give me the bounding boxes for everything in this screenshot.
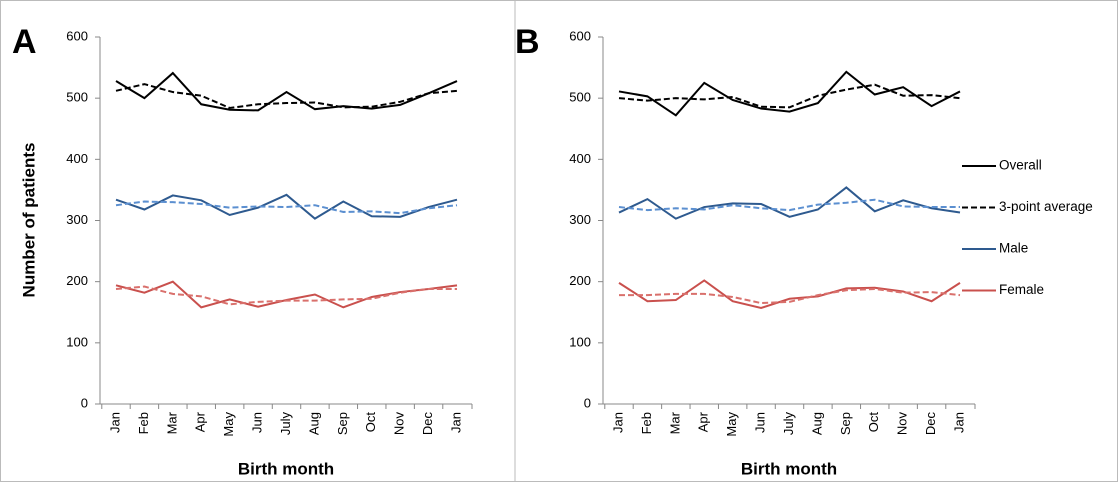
y-tick-label: 100 <box>569 334 591 349</box>
panel-label: A <box>12 23 37 61</box>
series-line <box>115 83 458 109</box>
x-tick-label: July <box>781 412 796 436</box>
x-tick-label: Mar <box>667 411 682 434</box>
x-axis-title: Birth month <box>741 459 837 478</box>
legend-label: Female <box>999 282 1044 297</box>
x-tick-label: Apr <box>193 411 208 432</box>
legend-label: Male <box>999 241 1028 256</box>
x-axis-title: Birth month <box>238 459 334 478</box>
y-tick-label: 200 <box>66 273 88 288</box>
y-tick-label: 100 <box>66 334 88 349</box>
y-axis-title: Number of patients <box>19 143 38 298</box>
x-tick-label: Jan <box>448 412 463 433</box>
series-line <box>618 198 960 212</box>
x-tick-label: Jun <box>753 412 768 433</box>
series-line <box>115 285 457 306</box>
y-tick-label: 400 <box>569 151 591 166</box>
x-tick-label: July <box>278 412 293 436</box>
y-tick-label: 200 <box>569 273 591 288</box>
x-tick-label: Aug <box>306 412 321 435</box>
x-tick-label: May <box>221 412 236 437</box>
x-tick-label: Dec <box>923 412 938 436</box>
x-tick-label: Sep <box>838 412 853 435</box>
series-line <box>618 70 961 117</box>
x-tick-label: Mar <box>164 411 179 434</box>
y-tick-label: 400 <box>66 151 88 166</box>
x-tick-label: Oct <box>866 412 881 433</box>
y-tick-label: 600 <box>66 28 88 43</box>
y-tick-label: 300 <box>66 212 88 227</box>
series-line <box>618 83 961 109</box>
x-tick-label: Feb <box>136 412 151 434</box>
legend-label: Overall <box>999 158 1042 173</box>
series-line <box>618 186 961 220</box>
y-tick-label: 0 <box>81 395 88 410</box>
x-tick-label: Nov <box>895 412 910 436</box>
x-tick-label: May <box>724 412 739 437</box>
series-line <box>618 279 961 310</box>
panel-label: B <box>515 23 540 61</box>
series-line <box>115 200 458 215</box>
legend-label: 3-point average <box>999 199 1093 214</box>
y-tick-label: 500 <box>66 90 88 105</box>
x-tick-label: Apr <box>696 411 711 432</box>
x-tick-label: Jan <box>951 412 966 433</box>
y-tick-label: 300 <box>569 212 591 227</box>
series-line <box>115 71 458 112</box>
x-tick-label: Jan <box>610 412 625 433</box>
y-tick-label: 0 <box>584 395 591 410</box>
x-tick-label: Jun <box>250 412 265 433</box>
x-tick-label: Oct <box>363 412 378 433</box>
x-tick-label: Nov <box>392 412 407 436</box>
y-tick-label: 600 <box>569 28 591 43</box>
series-line <box>619 288 961 305</box>
x-tick-label: Dec <box>420 412 435 436</box>
x-tick-label: Jan <box>107 412 122 433</box>
y-tick-label: 500 <box>569 90 591 105</box>
series-line <box>115 193 458 220</box>
series-line <box>115 280 458 309</box>
x-tick-label: Feb <box>639 412 654 434</box>
x-tick-label: Aug <box>809 412 824 435</box>
x-tick-label: Sep <box>335 412 350 435</box>
